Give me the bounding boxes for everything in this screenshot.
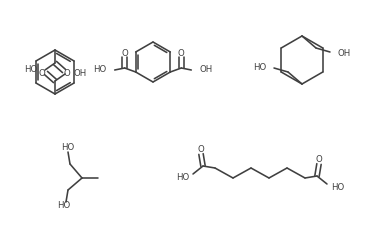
Text: O: O — [64, 68, 70, 77]
Text: O: O — [178, 49, 185, 58]
Text: O: O — [197, 146, 204, 155]
Text: OH: OH — [338, 49, 351, 58]
Text: HO: HO — [176, 174, 189, 183]
Text: HO: HO — [331, 184, 344, 192]
Text: HO: HO — [61, 144, 75, 153]
Text: OH: OH — [199, 65, 213, 74]
Text: HO: HO — [57, 201, 70, 211]
Text: OH: OH — [73, 69, 86, 79]
Text: HO: HO — [94, 65, 106, 74]
Text: HO: HO — [253, 62, 266, 71]
Text: O: O — [121, 49, 128, 58]
Text: O: O — [39, 69, 45, 79]
Text: HO: HO — [24, 65, 37, 74]
Text: O: O — [316, 155, 323, 164]
